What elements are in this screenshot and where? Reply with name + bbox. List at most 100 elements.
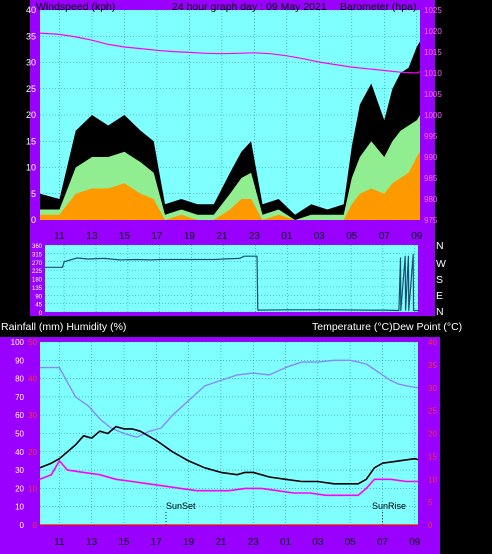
wind-low-area [40, 151, 420, 220]
wind-x-tick-label: 05 [346, 231, 358, 242]
humidity-y-tick-label: 30 [15, 466, 24, 475]
rain-y-tick-label: 20 [28, 448, 37, 457]
temperature-y-tick-label: 40 [428, 338, 437, 347]
direction-y-tick-label: 0 [39, 311, 43, 317]
rain-y-tick-label: 50 [28, 338, 37, 347]
wind-y-tick-label: 20 [26, 110, 36, 120]
temp-x-tick-label: 07 [377, 537, 389, 548]
wind-left-label: Windspeed (kph) [36, 1, 115, 13]
temperature-line [39, 425, 419, 485]
humidity-y-tick-label: 50 [15, 430, 24, 439]
humidity-y-tick-label: 40 [15, 448, 24, 457]
barometer-line [39, 32, 421, 74]
dewpoint-line [39, 460, 418, 497]
rain-y-tick-label: 10 [28, 484, 37, 493]
temp-x-tick-label: 03 [312, 537, 324, 548]
humidity-y-tick-label: 80 [15, 375, 24, 384]
humidity-y-tick-label: 0 [20, 521, 25, 530]
temperature-y-tick-label: 20 [428, 430, 437, 439]
temp-x-tick-label: 23 [248, 537, 260, 548]
wind-direction-line [45, 253, 418, 312]
wind-y-tick-label: 5 [31, 189, 36, 199]
barometer-y-tick-label: 975 [424, 216, 438, 225]
compass-label-n-top: N [436, 240, 444, 252]
barometer-y-tick-label: 1025 [424, 6, 442, 15]
temp-x-tick-label: 09 [409, 537, 421, 548]
temp-x-tick-label: 19 [183, 537, 195, 548]
wind-y-tick-label: 30 [26, 58, 36, 68]
direction-y-tick-label: 225 [32, 269, 43, 275]
barometer-y-tick-label: 1020 [424, 27, 442, 36]
humidity-line [40, 359, 419, 438]
temperature-y-tick-label: 25 [428, 407, 437, 416]
temp-right-label: Temperature (°C)Dew Point (°C) [312, 321, 462, 333]
wind-y-tick-label: 40 [26, 5, 36, 15]
wind-y-tick-label: 0 [31, 215, 36, 225]
compass-label-e: E [436, 290, 443, 302]
sunrise-annotation: SunRise [372, 501, 406, 511]
wind-x-tick-label: 13 [86, 231, 98, 242]
wind-title: 24 hour graph day : 09 May 2021 [172, 1, 327, 13]
temperature-y-tick-label: 10 [428, 475, 437, 484]
temp-x-tick-label: 17 [151, 537, 163, 548]
sunset-annotation: SunSet [166, 501, 196, 511]
humidity-y-tick-label: 70 [15, 393, 24, 402]
temp-x-tick-label: 05 [345, 537, 357, 548]
wind-y-tick-label: 10 [26, 163, 36, 173]
humidity-y-tick-label: 60 [15, 411, 24, 420]
direction-y-tick-label: 90 [35, 294, 42, 300]
wind-y-tick-label: 25 [26, 84, 36, 94]
humidity-y-tick-label: 10 [15, 503, 24, 512]
barometer-y-tick-label: 985 [424, 174, 438, 183]
barometer-y-tick-label: 1000 [424, 111, 442, 120]
tick-layer: 0510152025303540975980985990995100010051… [11, 5, 443, 548]
direction-y-tick-label: 135 [32, 286, 43, 292]
wind-x-tick-label: 09 [411, 231, 423, 242]
wind-x-tick-label: 21 [216, 231, 228, 242]
temperature-y-tick-label: 15 [428, 452, 437, 461]
direction-y-tick-label: 360 [32, 244, 43, 250]
wind-x-tick-label: 03 [314, 231, 326, 242]
wind-x-tick-label: 15 [119, 231, 131, 242]
temperature-y-tick-label: 35 [428, 361, 437, 370]
wind-x-tick-label: 19 [184, 231, 196, 242]
temp-x-tick-label: 15 [118, 537, 130, 548]
temp-x-tick-label: 11 [54, 537, 65, 548]
wind-y-tick-label: 35 [26, 31, 36, 41]
rain-y-tick-label: 40 [28, 375, 37, 384]
wind-x-tick-label: 01 [281, 231, 293, 242]
wind-x-tick-label: 17 [151, 231, 163, 242]
rain-y-tick-label: 0 [33, 521, 38, 530]
wind-x-tick-label: 11 [54, 231, 65, 242]
wind-x-tick-label: 07 [379, 231, 391, 242]
direction-y-tick-label: 180 [32, 278, 43, 284]
compass-label-w: W [436, 258, 446, 270]
humidity-y-tick-label: 90 [15, 356, 24, 365]
rain-y-tick-label: 30 [28, 411, 37, 420]
series-layer [39, 32, 421, 526]
temp-x-tick-label: 21 [215, 537, 227, 548]
temperature-y-tick-label: 0 [428, 521, 433, 530]
barometer-y-tick-label: 1010 [424, 69, 442, 78]
direction-y-tick-label: 270 [32, 261, 43, 267]
humidity-y-tick-label: 100 [11, 338, 25, 347]
direction-y-tick-label: 45 [35, 303, 42, 309]
compass-label-n-bottom: N [436, 306, 444, 318]
wind-y-tick-label: 15 [26, 136, 36, 146]
barometer-y-tick-label: 1015 [424, 48, 442, 57]
humidity-y-tick-label: 20 [15, 484, 24, 493]
temp-x-tick-label: 13 [86, 537, 98, 548]
temperature-y-tick-label: 30 [428, 384, 437, 393]
temp-left-label: Rainfall (mm) Humidity (%) [1, 321, 126, 333]
wind-x-tick-label: 23 [249, 231, 261, 242]
temperature-y-tick-label: 5 [428, 498, 433, 507]
wind-right-label: Barometer (hpa) [340, 1, 416, 13]
barometer-y-tick-label: 995 [424, 132, 438, 141]
compass-label-s: S [436, 274, 443, 286]
barometer-y-tick-label: 1005 [424, 90, 442, 99]
barometer-y-tick-label: 980 [424, 195, 438, 204]
barometer-y-tick-label: 990 [424, 153, 438, 162]
direction-y-tick-label: 315 [32, 252, 43, 258]
